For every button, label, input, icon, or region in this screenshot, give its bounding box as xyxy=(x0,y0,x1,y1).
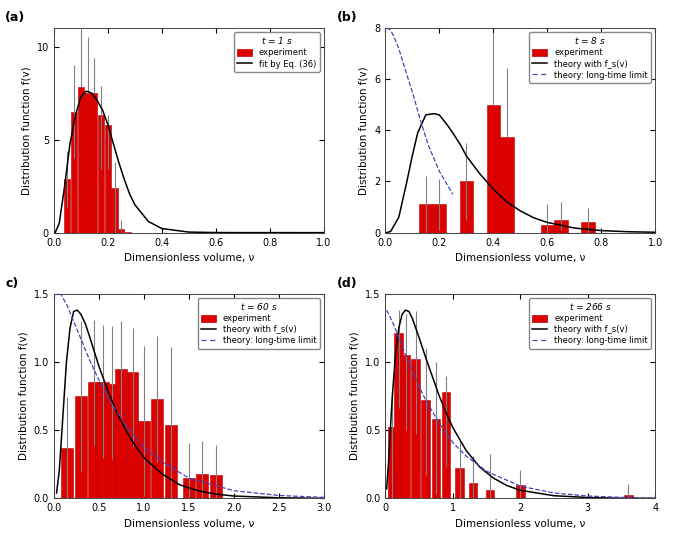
Bar xyxy=(152,399,163,498)
Legend: experiment, theory with f_s(v), theory: long-time limit: experiment, theory with f_s(v), theory: … xyxy=(529,32,651,83)
Bar xyxy=(111,188,118,233)
Bar xyxy=(500,137,514,233)
X-axis label: Dimensionless volume, ν: Dimensionless volume, ν xyxy=(123,519,254,529)
Bar xyxy=(64,179,71,233)
Bar xyxy=(468,483,477,498)
Bar xyxy=(75,396,87,498)
Bar xyxy=(419,205,433,233)
Bar xyxy=(138,421,150,498)
Bar xyxy=(581,222,594,233)
Bar xyxy=(441,392,450,498)
Legend: experiment, fit by Eq. (36): experiment, fit by Eq. (36) xyxy=(234,32,319,72)
Bar xyxy=(61,448,73,498)
Bar xyxy=(624,495,633,498)
Bar xyxy=(487,105,500,233)
Bar xyxy=(421,400,430,498)
Legend: experiment, theory with f_s(v), theory: long-time limit: experiment, theory with f_s(v), theory: … xyxy=(197,298,319,349)
Bar xyxy=(104,125,111,233)
Bar xyxy=(84,93,91,233)
Legend: experiment, theory with f_s(v), theory: long-time limit: experiment, theory with f_s(v), theory: … xyxy=(529,298,651,349)
Bar xyxy=(433,205,446,233)
Bar xyxy=(78,87,84,233)
Text: c): c) xyxy=(5,276,18,289)
Bar xyxy=(388,428,396,498)
Bar xyxy=(127,372,138,498)
Bar xyxy=(118,230,125,233)
Text: (b): (b) xyxy=(337,11,357,24)
Bar xyxy=(125,232,131,233)
Bar xyxy=(455,468,464,498)
Bar xyxy=(183,478,195,498)
Bar xyxy=(91,93,98,233)
Bar xyxy=(394,333,403,498)
Bar xyxy=(516,485,524,498)
Bar xyxy=(210,475,222,498)
Bar xyxy=(165,425,177,498)
Bar xyxy=(98,116,104,233)
Bar xyxy=(197,474,208,498)
Bar xyxy=(115,369,127,498)
Bar xyxy=(71,112,78,233)
Bar xyxy=(431,419,440,498)
Bar xyxy=(485,490,494,498)
Bar xyxy=(411,359,420,498)
Bar xyxy=(88,382,100,498)
Y-axis label: Distribution function f(v): Distribution function f(v) xyxy=(21,66,31,194)
Bar xyxy=(401,355,410,498)
Bar xyxy=(541,225,554,233)
Bar xyxy=(554,220,568,233)
Bar xyxy=(106,384,118,498)
Y-axis label: Distribution function f(v): Distribution function f(v) xyxy=(18,332,28,461)
X-axis label: Dimensionless volume, ν: Dimensionless volume, ν xyxy=(123,253,254,263)
Bar xyxy=(460,181,473,233)
Y-axis label: Distribution function f(v): Distribution function f(v) xyxy=(359,66,369,194)
Bar xyxy=(98,382,109,498)
X-axis label: Dimensionless volume, ν: Dimensionless volume, ν xyxy=(455,519,586,529)
Y-axis label: Distribution function f(v): Distribution function f(v) xyxy=(350,332,359,461)
Text: (a): (a) xyxy=(5,11,26,24)
Text: (d): (d) xyxy=(337,276,357,289)
X-axis label: Dimensionless volume, ν: Dimensionless volume, ν xyxy=(455,253,586,263)
